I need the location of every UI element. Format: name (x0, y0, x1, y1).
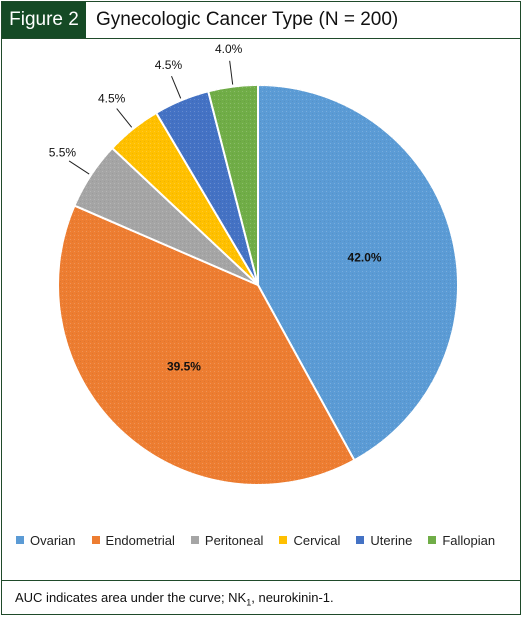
legend-label-ovarian: Ovarian (30, 532, 76, 548)
figure-footnote: AUC indicates area under the curve; NK1,… (2, 580, 520, 614)
footnote-text-end: , neurokinin-1. (251, 590, 334, 605)
legend-item-peritoneal: Peritoneal (190, 532, 264, 548)
pie-slice-texture-ovarian (258, 85, 458, 461)
legend-swatch-ovarian (16, 536, 24, 544)
footnote-text: AUC indicates area under the curve; NK (15, 590, 247, 605)
data-label-cervical: 4.5% (98, 91, 126, 105)
legend-label-uterine: Uterine (370, 532, 413, 548)
figure-header: Figure 2 Gynecologic Cancer Type (N = 20… (2, 2, 520, 39)
legend-item-fallopian: Fallopian (428, 533, 495, 548)
pie-labels: 42.0% 39.5% 5.5% 4.5% 4.5% 4.0% (49, 42, 382, 374)
pie-slice-texture-endometrial (58, 205, 355, 485)
legend-swatch-fallopian (428, 536, 437, 544)
pie-slice-texture-cervical (112, 112, 259, 285)
chart-legend: Ovarian Endometrial Peritoneal Cervical Uter… (16, 531, 516, 549)
legend-label-peritoneal: Peritoneal (204, 532, 264, 548)
legend-label-cervical: Cervical (293, 532, 341, 548)
data-label-ovarian: 42.0% (348, 251, 382, 265)
pie-slice-texture-peritoneal (74, 148, 259, 285)
pie-slice-texture-fallopian (208, 85, 258, 285)
legend-item-ovarian: Ovarian (16, 533, 76, 548)
figure-title: Gynecologic Cancer Type (N = 200) (96, 9, 399, 30)
leader-line-cervical (116, 108, 133, 128)
legend-swatch-uterine (356, 536, 365, 544)
legend-swatch-peritoneal (190, 536, 199, 544)
leader-line-uterine (171, 76, 182, 99)
legend-item-uterine: Uterine (356, 533, 412, 548)
legend-label-fallopian: Fallopian (442, 532, 496, 548)
legend-swatch-endometrial (91, 536, 100, 544)
footnote-subscript: 1 (246, 597, 252, 608)
legend-item-cervical: Cervical (279, 533, 340, 548)
leader-line-peritoneal (68, 160, 90, 175)
data-label-endometrial: 39.5% (167, 359, 201, 373)
pie-slices (57, 83, 459, 486)
legend-label-endometrial: Endometrial (105, 532, 175, 548)
legend-swatch-cervical (279, 536, 288, 544)
leader-line-fallopian (229, 60, 234, 85)
data-label-fallopian: 4.0% (215, 42, 243, 56)
pie-slice-texture-uterine (156, 91, 258, 285)
data-label-uterine: 4.5% (155, 58, 183, 72)
pie-chart: 42.0% 39.5% 5.5% 4.5% 4.5% 4.0% (49, 42, 459, 486)
data-label-peritoneal: 5.5% (49, 146, 77, 160)
legend-item-endometrial: Endometrial (91, 532, 175, 548)
figure-label: Figure 2 (2, 2, 86, 38)
